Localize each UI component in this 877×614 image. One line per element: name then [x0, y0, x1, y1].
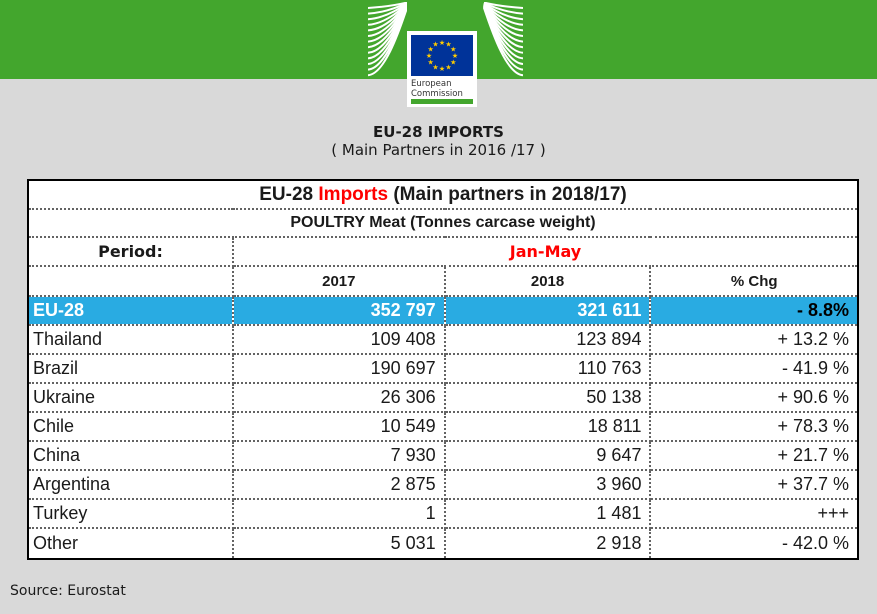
- value-2017-cell: 5 031: [232, 527, 446, 560]
- svg-text:★: ★: [445, 41, 451, 49]
- pct-change-cell: - 41.9 %: [649, 353, 859, 384]
- table-row: Other 5 031 2 918- 42.0 %: [27, 527, 859, 560]
- pct-change-cell: + 78.3 %: [649, 411, 859, 442]
- table-title-highlight: Imports: [318, 183, 389, 205]
- table-title-prefix: EU-28: [259, 183, 319, 205]
- page-heading: EU-28 IMPORTS ( Main Partners in 2016 /1…: [0, 123, 877, 159]
- value-2018-cell: 50 138: [443, 382, 652, 413]
- value-2017-cell: 2 875: [232, 469, 446, 500]
- logo-org-line2: Commission: [411, 89, 463, 99]
- table-title-suffix: (Main partners in 2018/17): [388, 183, 627, 205]
- european-commission-logo: ★ ★ ★ ★ ★ ★ ★ ★ ★ ★ ★ ★ European Commission: [407, 31, 477, 107]
- country-cell: Brazil: [27, 353, 234, 384]
- pct-change-cell: + 13.2 %: [649, 324, 859, 355]
- value-2017-cell: 109 408: [232, 324, 446, 355]
- column-header-2017: 2017: [232, 265, 446, 297]
- imports-table: EU-28 Imports (Main partners in 2018/17)…: [27, 179, 859, 560]
- table-row: Brazil 190 697 110 763- 41.9 %: [27, 353, 859, 384]
- table-title-cell: EU-28 Imports (Main partners in 2018/17): [27, 179, 859, 210]
- eu-flag-icon: ★ ★★★★★★★★★★★: [411, 35, 473, 76]
- pct-change-cell: + 21.7 %: [649, 440, 859, 471]
- value-2017-cell: 190 697: [232, 353, 446, 384]
- svg-text:★: ★: [450, 59, 456, 67]
- country-cell: China: [27, 440, 234, 471]
- svg-text:★: ★: [445, 63, 451, 71]
- svg-text:★: ★: [428, 46, 434, 54]
- pct-change-cell: + 37.7 %: [649, 469, 859, 500]
- country-cell: Chile: [27, 411, 234, 442]
- value-2017-cell: 7 930: [232, 440, 446, 471]
- table-row: EU-28 352 797 321 611- 8.8%: [27, 295, 859, 326]
- page-title: EU-28 IMPORTS: [373, 123, 504, 141]
- value-2017-cell: 26 306: [232, 382, 446, 413]
- logo-org-text: European Commission: [407, 76, 477, 99]
- value-2017-cell: 10 549: [232, 411, 446, 442]
- column-header-pct-chg: % Chg: [649, 265, 859, 297]
- pct-change-cell: + 90.6 %: [649, 382, 859, 413]
- ec-logo-stripes-right-icon: [483, 2, 523, 77]
- svg-text:★: ★: [439, 65, 445, 73]
- svg-text:★: ★: [452, 52, 458, 60]
- table-row: Thailand 109 408 123 894 + 13.2 %: [27, 324, 859, 355]
- table-row: Chile 10 549 18 811 + 78.3 %: [27, 411, 859, 442]
- value-2018-cell: 18 811: [443, 411, 652, 442]
- country-cell: Argentina: [27, 469, 234, 500]
- value-2018-cell: 123 894: [443, 324, 652, 355]
- period-row: Period: Jan-May: [27, 236, 859, 267]
- country-cell: Thailand: [27, 324, 234, 355]
- page-subtitle: ( Main Partners in 2016 /17 ): [331, 141, 546, 159]
- pct-change-cell: +++: [649, 498, 859, 529]
- table-row: Argentina 2 875 3 960 + 37.7 %: [27, 469, 859, 500]
- value-2018-cell: 3 960: [443, 469, 652, 500]
- value-2018-cell: 110 763: [443, 353, 652, 384]
- value-2018-cell: 321 611: [443, 295, 652, 326]
- table-subtitle-row: POULTRY Meat (Tonnes carcase weight): [27, 208, 859, 238]
- period-label-cell: Period:: [27, 236, 234, 267]
- country-cell: Other: [27, 527, 234, 560]
- period-value-cell: Jan-May: [232, 236, 859, 267]
- table-row: Turkey 1 1 481 +++: [27, 498, 859, 529]
- source-note: Source: Eurostat: [10, 583, 126, 599]
- country-cell: Turkey: [27, 498, 234, 529]
- pct-change-cell: - 42.0 %: [649, 527, 859, 560]
- country-cell: Ukraine: [27, 382, 234, 413]
- svg-text:★: ★: [439, 39, 445, 47]
- table-row: China 7 930 9 647 + 21.7 %: [27, 440, 859, 471]
- ec-logo-stripes-left-icon: [368, 2, 407, 77]
- column-header-row: 2017 2018 % Chg: [27, 265, 859, 297]
- table-title-row: EU-28 Imports (Main partners in 2018/17): [27, 179, 859, 210]
- value-2017-cell: 352 797: [232, 295, 446, 326]
- table-row: Ukraine 26 306 50 138 + 90.6 %: [27, 382, 859, 413]
- column-header-empty: [27, 265, 234, 297]
- svg-text:★: ★: [426, 52, 432, 60]
- value-2018-cell: 9 647: [443, 440, 652, 471]
- value-2018-cell: 1 481: [443, 498, 652, 529]
- svg-text:★: ★: [432, 41, 438, 49]
- pct-change-cell: - 8.8%: [649, 295, 859, 326]
- logo-org-line1: European: [411, 79, 452, 89]
- country-cell: EU-28: [27, 295, 234, 326]
- value-2017-cell: 1: [232, 498, 446, 529]
- value-2018-cell: 2 918: [443, 527, 652, 560]
- svg-text:★: ★: [428, 59, 434, 67]
- svg-text:★: ★: [450, 46, 456, 54]
- table-subtitle-cell: POULTRY Meat (Tonnes carcase weight): [27, 208, 859, 238]
- svg-text:★: ★: [432, 63, 438, 71]
- column-header-2018: 2018: [443, 265, 652, 297]
- header-band: ★ ★ ★ ★ ★ ★ ★ ★ ★ ★ ★ ★ European Commission: [0, 0, 877, 107]
- logo-green-underline: [411, 99, 473, 104]
